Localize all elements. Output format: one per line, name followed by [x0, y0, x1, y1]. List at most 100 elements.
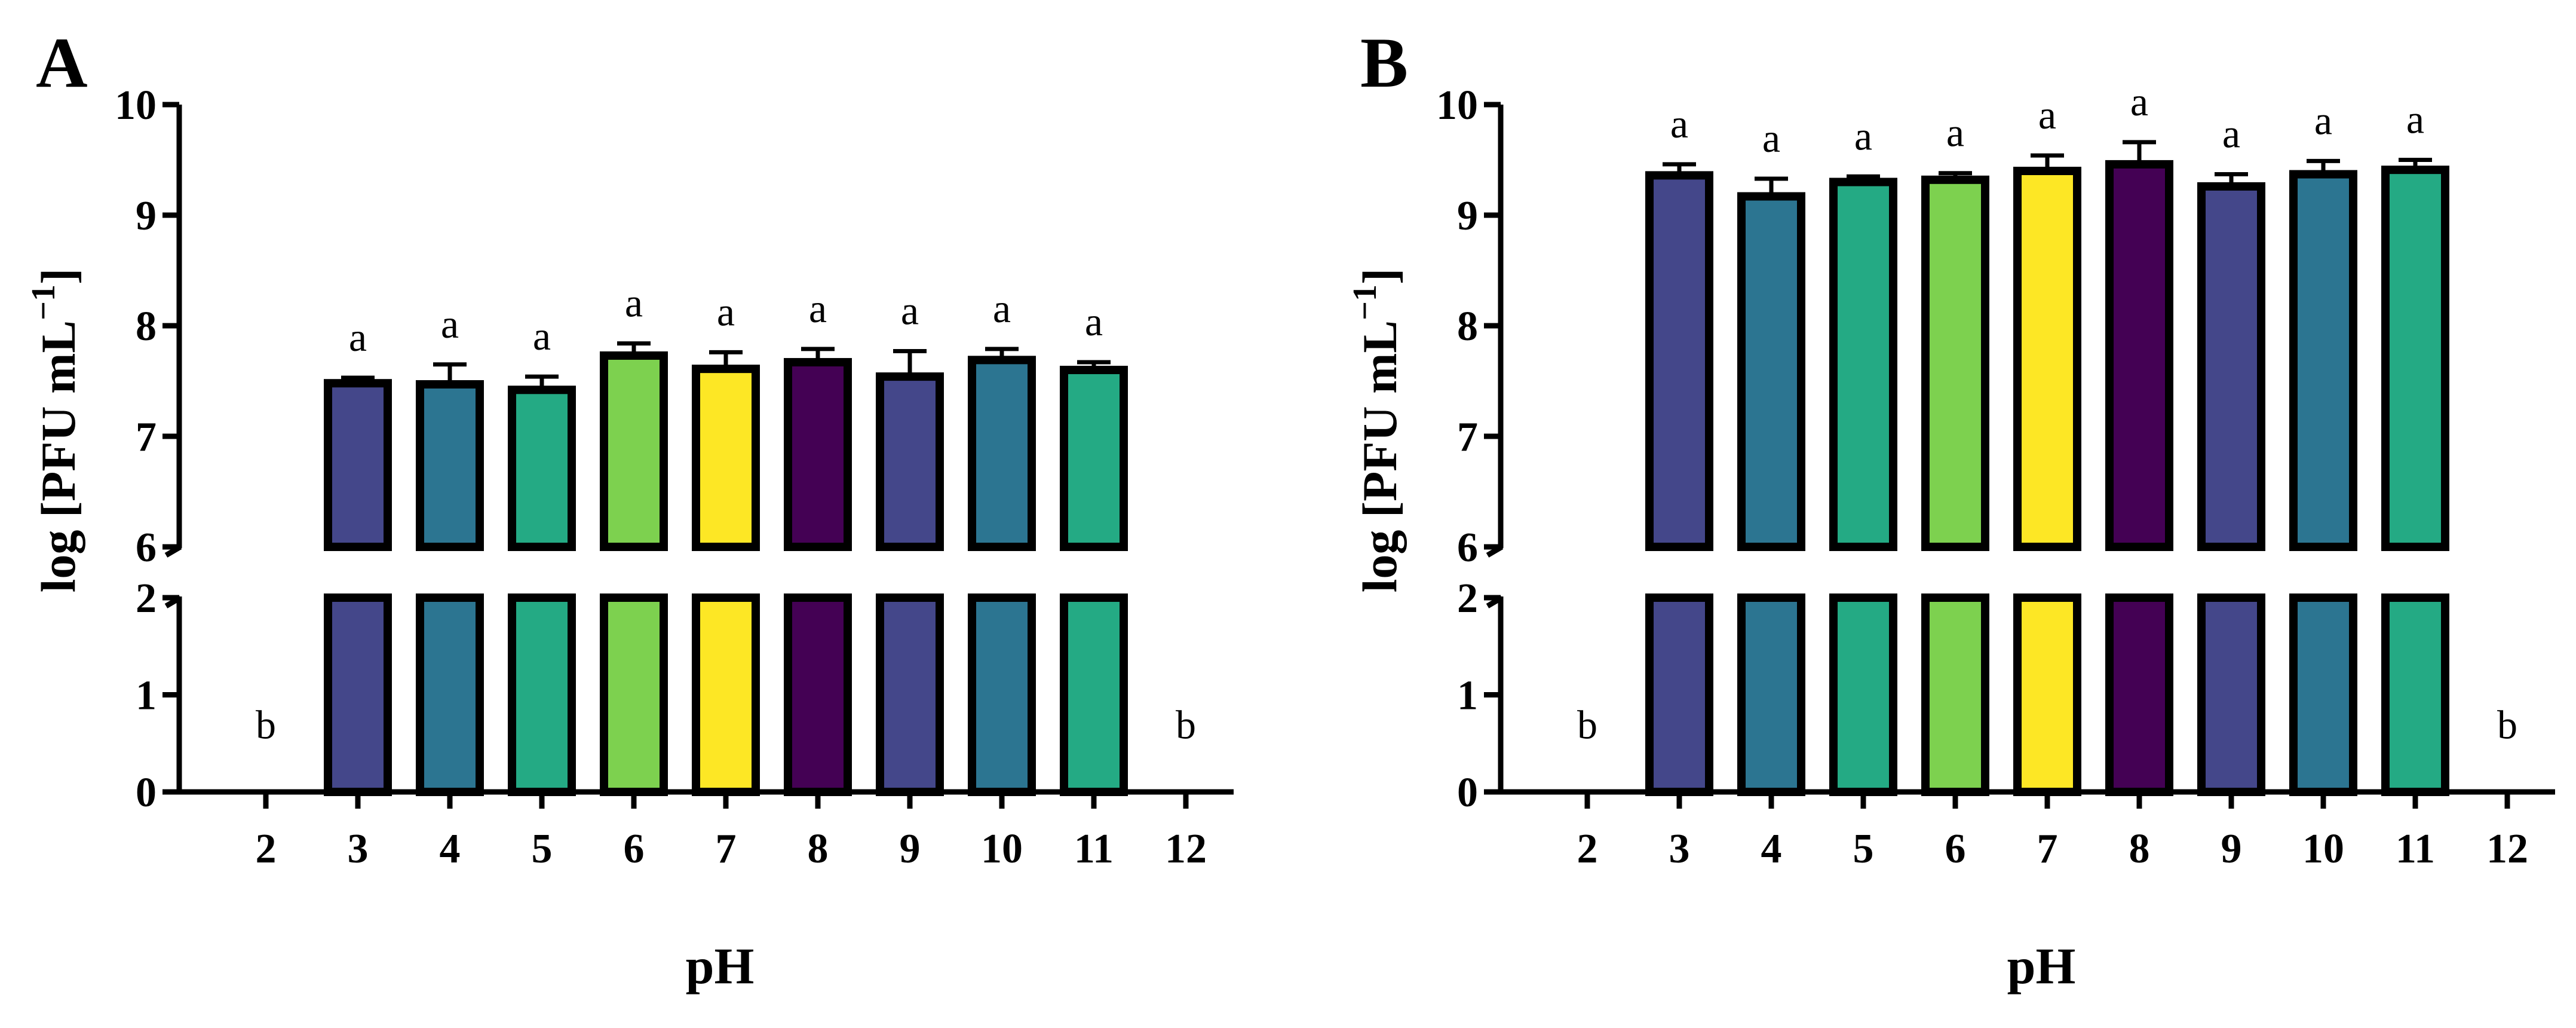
x-tick-label: 9 — [2221, 826, 2242, 872]
x-tick-label: 3 — [1669, 826, 1690, 872]
bar — [2013, 593, 2081, 796]
panel-label: A — [36, 23, 88, 102]
bar — [876, 593, 944, 796]
bar — [508, 593, 576, 796]
y-axis-title-sup: −1 — [1347, 284, 1384, 320]
x-tick-label: 7 — [716, 826, 737, 872]
x-tick-label: 8 — [2129, 826, 2150, 872]
significance-label: b — [2497, 702, 2517, 748]
y-tick-label: 7 — [136, 414, 157, 460]
y-axis-title-sup: −1 — [25, 284, 62, 320]
significance-label: a — [2314, 97, 2332, 143]
bar — [968, 356, 1036, 551]
y-tick-label: 1 — [1457, 673, 1478, 719]
y-tick-label: 7 — [1457, 414, 1478, 460]
bar — [1645, 171, 1713, 551]
y-tick-label: 2 — [1457, 576, 1478, 622]
y-tick-label: 6 — [136, 525, 157, 571]
x-tick-label: 12 — [1165, 826, 1207, 872]
y-tick-label: 0 — [136, 770, 157, 816]
bar — [2105, 593, 2173, 796]
bar — [2197, 593, 2265, 796]
bar — [692, 365, 760, 552]
bar — [600, 351, 668, 551]
bar — [1829, 593, 1897, 796]
axis-break-gap — [1498, 553, 2559, 592]
x-tick-label: 3 — [348, 826, 369, 872]
y-tick-label: 2 — [136, 576, 157, 622]
significance-label: a — [625, 280, 643, 326]
bar — [2381, 166, 2449, 551]
significance-label: a — [2130, 79, 2148, 124]
bar — [1921, 175, 1989, 551]
bar — [692, 593, 760, 796]
significance-label: a — [1946, 110, 1964, 155]
bar — [876, 372, 944, 551]
x-tick-label: 2 — [1577, 826, 1598, 872]
x-tick-label: 10 — [2302, 826, 2344, 872]
x-tick-label: 12 — [2486, 826, 2528, 872]
y-axis-title-close: ] — [31, 268, 85, 284]
significance-label: a — [1085, 299, 1103, 344]
significance-label: a — [901, 288, 919, 334]
x-tick-label: 6 — [624, 826, 645, 872]
bar — [324, 379, 392, 551]
panel-a: A log [PFU mL−1] pH ba a aa a a a a ab678910012… — [25, 23, 1237, 995]
y-tick-label: 1 — [136, 673, 157, 719]
x-tick-label: 11 — [1074, 826, 1114, 872]
bar — [968, 593, 1036, 796]
x-tick-label: 10 — [981, 826, 1023, 872]
panel-b: B log [PFU mL−1] pH ba a a a a aa a ab678910012… — [1347, 23, 2559, 995]
y-tick-label: 10 — [1436, 82, 1478, 128]
bar — [1921, 593, 1989, 796]
y-tick-label: 9 — [1457, 193, 1478, 239]
x-axis-title: pH — [2007, 937, 2076, 995]
bar — [2197, 182, 2265, 551]
y-tick-label: 6 — [1457, 525, 1478, 571]
x-tick-label: 7 — [2037, 826, 2058, 872]
significance-label: a — [1854, 113, 1872, 158]
y-tick-label: 0 — [1457, 770, 1478, 816]
panel-label: B — [1360, 23, 1408, 102]
significance-label: a — [441, 301, 459, 347]
bar — [416, 380, 484, 551]
x-tick-label: 2 — [256, 826, 277, 872]
bar — [1060, 593, 1128, 796]
bar — [600, 593, 668, 796]
x-tick-label: 9 — [900, 826, 921, 872]
significance-label: a — [1670, 101, 1688, 146]
y-tick-label: 8 — [136, 304, 157, 350]
x-tick-label: 5 — [1853, 826, 1874, 872]
x-tick-label: 4 — [1761, 826, 1782, 872]
significance-label: b — [256, 702, 276, 748]
significance-label: a — [533, 313, 551, 359]
significance-label: a — [809, 286, 827, 331]
y-axis-title-main: log [PFU mL — [1353, 320, 1407, 592]
bar — [2013, 167, 2081, 551]
x-axis-title: pH — [686, 937, 755, 995]
y-axis-title-main: log [PFU mL — [31, 320, 85, 592]
y-axis-title-close: ] — [1353, 268, 1407, 284]
y-axis-title: log [PFU mL−1] — [25, 268, 85, 593]
bar — [416, 593, 484, 796]
y-tick-label: 9 — [136, 193, 157, 239]
significance-label: b — [1176, 702, 1196, 748]
bar — [2289, 170, 2357, 551]
x-tick-label: 4 — [440, 826, 461, 872]
x-tick-label: 6 — [1945, 826, 1966, 872]
bar — [2381, 593, 2449, 796]
bar — [1645, 593, 1713, 796]
bar — [1829, 178, 1897, 551]
significance-label: a — [993, 286, 1011, 331]
bar — [1737, 593, 1805, 796]
bar — [508, 386, 576, 551]
bar — [324, 593, 392, 796]
bar — [784, 358, 852, 551]
y-axis-title: log [PFU mL−1] — [1347, 268, 1407, 593]
bar — [1060, 366, 1128, 551]
significance-label: a — [2222, 111, 2240, 157]
bar — [2289, 593, 2357, 796]
